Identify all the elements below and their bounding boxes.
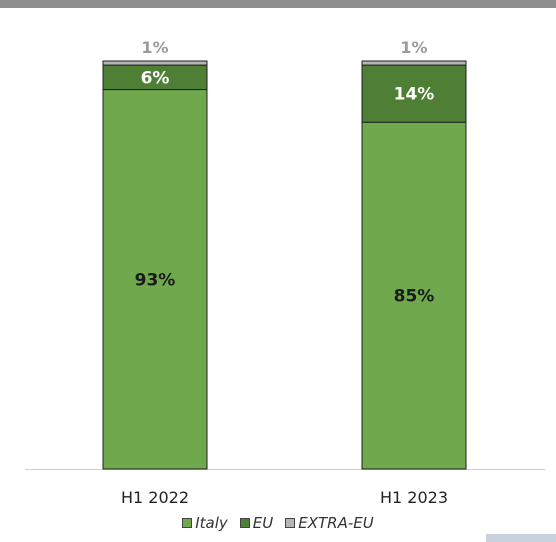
bar-extra-eu-1 bbox=[361, 60, 467, 66]
legend-item-extra-eu: EXTRA-EU bbox=[285, 514, 374, 532]
legend-label: EXTRA-EU bbox=[298, 514, 374, 532]
legend-item-italy: Italy bbox=[182, 514, 228, 532]
category-label-0: H1 2022 bbox=[121, 488, 189, 507]
data-label-italy-0: 93% bbox=[135, 270, 176, 290]
legend-label: EU bbox=[252, 514, 274, 532]
top-border bbox=[0, 0, 556, 8]
bar-extra-eu-0 bbox=[102, 60, 208, 66]
data-label-eu-1: 14% bbox=[394, 85, 435, 105]
bar-eu-1 bbox=[361, 64, 467, 123]
legend-label: Italy bbox=[195, 514, 228, 532]
legend-swatch bbox=[182, 518, 193, 528]
chart-legend: Italy EU EXTRA-EU bbox=[0, 514, 556, 532]
category-label-1: H1 2023 bbox=[380, 488, 448, 507]
data-label-extra-eu-0: 1% bbox=[141, 38, 168, 57]
legend-swatch bbox=[239, 518, 250, 528]
legend-swatch bbox=[285, 518, 296, 528]
data-label-extra-eu-1: 1% bbox=[400, 38, 427, 57]
legend-item-eu: EU bbox=[239, 514, 274, 532]
data-label-italy-1: 85% bbox=[394, 287, 435, 307]
bar-eu-0 bbox=[102, 64, 208, 91]
corner-decoration bbox=[486, 534, 556, 542]
data-label-eu-0: 6% bbox=[141, 68, 170, 88]
